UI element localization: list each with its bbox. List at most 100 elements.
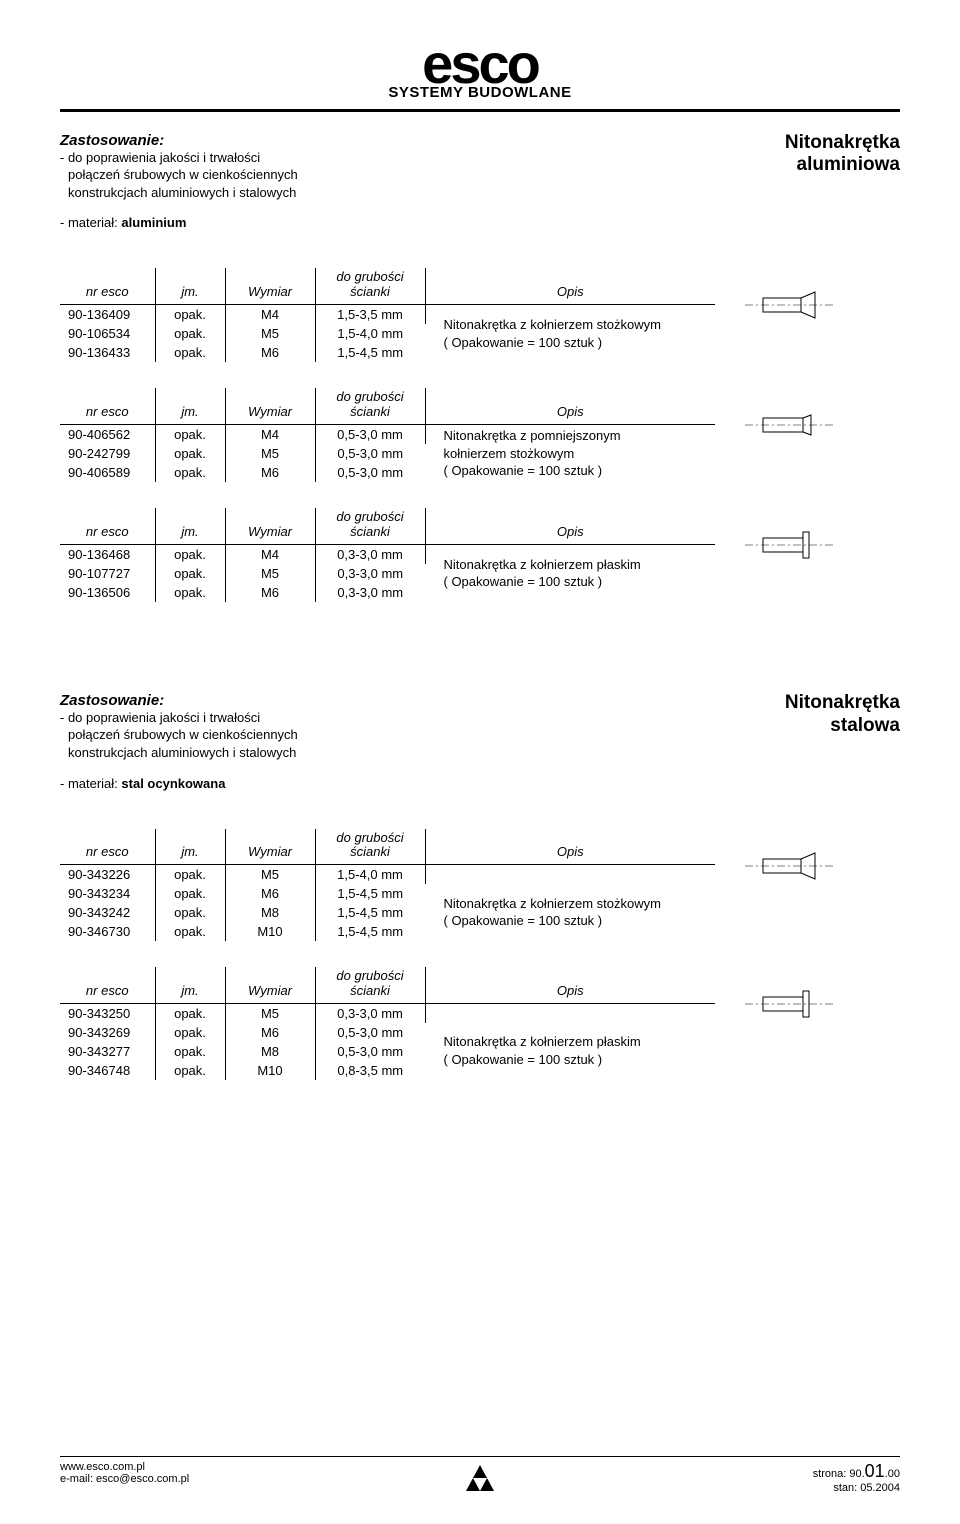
material-label: - materiał:	[60, 776, 121, 791]
cell-nr: 90-136506	[60, 583, 155, 602]
product-title-line: Nitonakrętka	[785, 692, 900, 715]
product-title: Nitonakrętka aluminiowa	[785, 132, 900, 178]
cell-thick: 0,5-3,0 mm	[315, 424, 425, 444]
zastosowanie-line: - do poprawienia jakości i trwałości	[60, 709, 298, 727]
cell-nr: 90-343226	[60, 865, 155, 885]
cell-jm: opak.	[155, 922, 225, 941]
spec-table: nr esco jm. Wymiar do grubościścianki Op…	[60, 508, 715, 602]
cell-thick: 0,3-3,0 mm	[315, 583, 425, 602]
cell-jm: opak.	[155, 463, 225, 482]
cell-desc: Nitonakrętka z kołnierzem płaskim ( Opak…	[425, 544, 715, 602]
cell-thick: 1,5-4,5 mm	[315, 903, 425, 922]
cell-thick: 0,3-3,0 mm	[315, 564, 425, 583]
cell-thick: 1,5-4,5 mm	[315, 884, 425, 903]
cell-nr: 90-106534	[60, 324, 155, 343]
spec-table: nr esco jm. Wymiar do grubościścianki Op…	[60, 388, 715, 482]
cell-wym: M6	[225, 1023, 315, 1042]
cell-desc: Nitonakrętka z kołnierzem stożkowym ( Op…	[425, 865, 715, 942]
spec-table: nr esco jm. Wymiar do grubościścianki Op…	[60, 829, 715, 942]
cell-wym: M8	[225, 1042, 315, 1061]
cell-desc: Nitonakrętka z pomniejszonym kołnierzem …	[425, 424, 715, 482]
cell-nr: 90-346730	[60, 922, 155, 941]
th-opis: Opis	[425, 967, 715, 1003]
zastosowanie-line: konstrukcjach aluminiowych i stalowych	[60, 184, 298, 202]
zastosowanie-title: Zastosowanie:	[60, 692, 298, 709]
cell-thick: 0,3-3,0 mm	[315, 544, 425, 564]
rivnut-flat-icon	[745, 987, 835, 1024]
cell-nr: 90-136409	[60, 305, 155, 325]
cell-wym: M5	[225, 865, 315, 885]
footer-stan: stan: 05.2004	[813, 1482, 900, 1494]
logo-text: esco	[60, 40, 900, 88]
cell-wym: M5	[225, 564, 315, 583]
table-row: 90-343226 opak. M5 1,5-4,0 mm Nitonakręt…	[60, 865, 715, 885]
header-divider	[60, 109, 900, 112]
cell-thick: 0,3-3,0 mm	[315, 1004, 425, 1024]
th-thickness: do grubościścianki	[315, 388, 425, 424]
cell-thick: 0,5-3,0 mm	[315, 1023, 425, 1042]
section-steel-header: Zastosowanie: - do poprawienia jakości i…	[60, 692, 900, 791]
table-row: 90-406562 opak. M4 0,5-3,0 mm Nitonakręt…	[60, 424, 715, 444]
table-block-4: nr esco jm. Wymiar do grubościścianki Op…	[60, 829, 900, 942]
cell-jm: opak.	[155, 583, 225, 602]
cell-thick: 0,5-3,0 mm	[315, 1042, 425, 1061]
cell-thick: 1,5-3,5 mm	[315, 305, 425, 325]
product-title: Nitonakrętka stalowa	[785, 692, 900, 738]
cell-wym: M6	[225, 583, 315, 602]
cell-jm: opak.	[155, 1004, 225, 1024]
th-wymiar: Wymiar	[225, 829, 315, 865]
page-footer: www.esco.com.pl e-mail: esco@esco.com.pl…	[60, 1456, 900, 1494]
th-jm: jm.	[155, 388, 225, 424]
footer-left: www.esco.com.pl e-mail: esco@esco.com.pl	[60, 1461, 189, 1485]
cell-thick: 0,5-3,0 mm	[315, 463, 425, 482]
th-thickness: do grubościścianki	[315, 967, 425, 1003]
material-label: - materiał:	[60, 215, 121, 230]
table-row: 90-136468 opak. M4 0,3-3,0 mm Nitonakręt…	[60, 544, 715, 564]
cell-nr: 90-346748	[60, 1061, 155, 1080]
cell-wym: M6	[225, 884, 315, 903]
cell-thick: 0,8-3,5 mm	[315, 1061, 425, 1080]
th-wymiar: Wymiar	[225, 268, 315, 304]
cell-thick: 1,5-4,0 mm	[315, 324, 425, 343]
th-jm: jm.	[155, 268, 225, 304]
th-jm: jm.	[155, 508, 225, 544]
cell-wym: M10	[225, 1061, 315, 1080]
cell-nr: 90-406562	[60, 424, 155, 444]
th-nr: nr esco	[60, 508, 155, 544]
th-nr: nr esco	[60, 388, 155, 424]
cell-nr: 90-343250	[60, 1004, 155, 1024]
cell-nr: 90-343234	[60, 884, 155, 903]
cell-jm: opak.	[155, 865, 225, 885]
section-aluminium-header: Zastosowanie: - do poprawienia jakości i…	[60, 132, 900, 231]
rivnut-conical-icon	[745, 849, 835, 886]
th-wymiar: Wymiar	[225, 967, 315, 1003]
cell-jm: opak.	[155, 424, 225, 444]
cell-thick: 1,5-4,0 mm	[315, 865, 425, 885]
cell-thick: 1,5-4,5 mm	[315, 922, 425, 941]
table-block-3: nr esco jm. Wymiar do grubościścianki Op…	[60, 508, 900, 602]
cell-wym: M5	[225, 324, 315, 343]
th-nr: nr esco	[60, 967, 155, 1003]
material-value: aluminium	[121, 215, 186, 230]
rivnut-flat-icon	[745, 528, 835, 565]
cell-jm: opak.	[155, 324, 225, 343]
rivnut-small-conical-icon	[745, 408, 835, 445]
th-thickness: do grubościścianki	[315, 829, 425, 865]
material-spec: - materiał: stal ocynkowana	[60, 776, 298, 791]
cell-nr: 90-242799	[60, 444, 155, 463]
footer-web: www.esco.com.pl	[60, 1461, 189, 1473]
cell-jm: opak.	[155, 1061, 225, 1080]
footer-page-code: strona: 90.01.00	[813, 1461, 900, 1482]
th-opis: Opis	[425, 388, 715, 424]
table-block-1: nr esco jm. Wymiar do grubościścianki Op…	[60, 268, 900, 362]
material-value: stal ocynkowana	[121, 776, 225, 791]
cell-jm: opak.	[155, 564, 225, 583]
zastosowanie-title: Zastosowanie:	[60, 132, 298, 149]
cell-nr: 90-136433	[60, 343, 155, 362]
cell-nr: 90-343242	[60, 903, 155, 922]
cell-wym: M6	[225, 343, 315, 362]
cell-nr: 90-107727	[60, 564, 155, 583]
th-wymiar: Wymiar	[225, 508, 315, 544]
cell-jm: opak.	[155, 444, 225, 463]
cell-nr: 90-406589	[60, 463, 155, 482]
